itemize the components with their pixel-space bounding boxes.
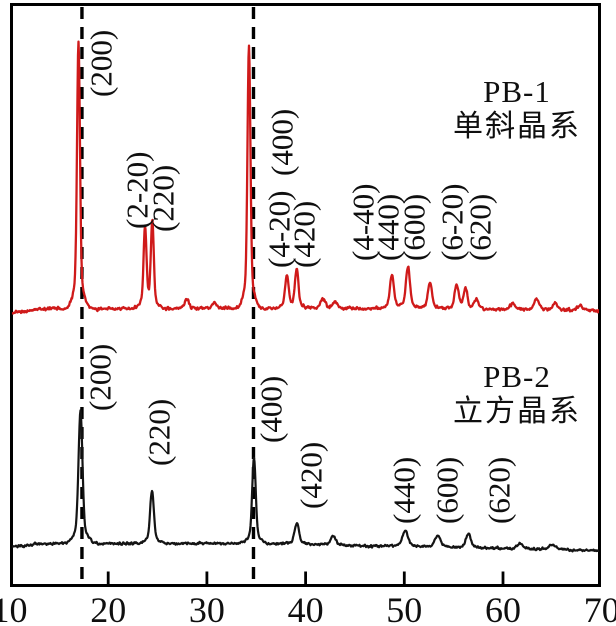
sample-name-pb2: PB-2	[483, 359, 551, 394]
sample-name-pb1: PB-1	[483, 74, 551, 109]
x-axis-tick-label: 20	[90, 590, 126, 626]
peak-label-pb-2: (440)	[387, 457, 422, 524]
peak-label-pb-2: (420)	[294, 442, 329, 509]
peak-label-pb-2: (220)	[142, 399, 177, 466]
series-annotation-pb2: PB-2 立方晶系	[428, 359, 606, 430]
series-annotation-pb1: PB-1 单斜晶系	[428, 74, 606, 145]
peak-label-pb-2: (400)	[254, 376, 289, 443]
x-axis-tick-label: 10	[0, 590, 28, 626]
peak-label-pb-1: (220)	[146, 165, 181, 232]
peak-label-pb-2: (200)	[83, 344, 118, 411]
trace-pb-1	[12, 40, 599, 315]
x-axis-tick-label: 60	[485, 590, 521, 626]
peak-label-pb-1: (2-20)	[120, 152, 155, 229]
peak-label-pb-1: (200)	[84, 30, 119, 97]
x-axis-tick-label: 70	[584, 590, 616, 626]
peak-label-pb-1: (6-20)	[435, 184, 470, 261]
peak-label-pb-1: (600)	[397, 194, 432, 261]
x-axis-tick-label: 50	[386, 590, 422, 626]
peak-label-pb-1: (620)	[463, 194, 498, 261]
peak-label-pb-1: (400)	[265, 109, 300, 176]
peak-label-pb-1: (420)	[287, 201, 322, 268]
x-axis-tick-label: 40	[288, 590, 324, 626]
peak-label-pb-2: (620)	[482, 457, 517, 524]
x-axis-tick-label: 30	[189, 590, 225, 626]
crystal-system-pb1: 单斜晶系	[453, 110, 581, 143]
peak-label-pb-2: (600)	[430, 457, 465, 524]
peak-label-pb-1: (440)	[371, 194, 406, 261]
peak-label-pb-1: (4-20)	[262, 191, 297, 268]
trace-pb-2	[12, 409, 599, 553]
crystal-system-pb2: 立方晶系	[453, 395, 581, 428]
peak-label-pb-1: (4-40)	[346, 184, 381, 261]
